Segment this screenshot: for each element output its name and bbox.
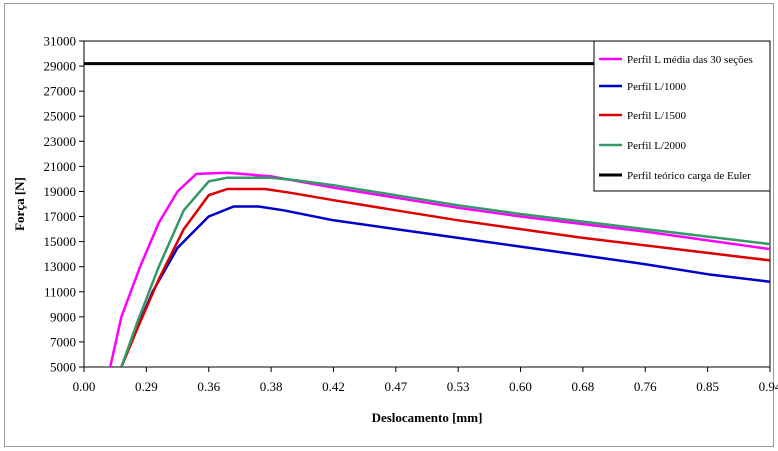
x-tick-label: 0.68 [572,379,595,394]
y-tick-label: 19000 [44,184,77,199]
y-tick-label: 9000 [50,309,76,324]
y-tick-label: 11000 [44,284,76,299]
y-tick-label: 13000 [44,259,77,274]
y-tick-label: 15000 [44,234,77,249]
y-tick-label: 17000 [44,209,77,224]
legend-label-0: Perfil L média das 30 seções [627,54,753,66]
x-tick-label: 0.53 [447,379,470,394]
legend-box [593,40,771,192]
y-axis-title: Força [N] [12,177,27,231]
y-tick-label: 21000 [44,159,77,174]
x-axis: 0.00 0.29 0.36 0.38 0.42 0.47 0.53 0.60 0.68 0.76… [73,367,778,394]
y-tick-label: 29000 [44,59,77,74]
y-axis: 31000 29000 27000 25000 23000 21000 19000 17000… [44,34,84,375]
x-tick-label: 0.29 [135,379,158,394]
series-line-2 [120,187,770,367]
y-tick-label: 23000 [44,134,77,149]
series-line-1 [120,205,770,367]
y-tick-label: 31000 [44,34,77,49]
x-tick-label: 0.94 [759,379,778,394]
series-line-0 [108,171,770,367]
x-tick-label: 0.60 [509,379,532,394]
series-line-3 [120,176,770,367]
y-tick-label: 25000 [44,109,77,124]
x-tick-label: 0.76 [634,379,657,394]
x-tick-label: 0.42 [322,379,345,394]
legend: Perfil L média das 30 seções Perfil L/100… [593,40,771,192]
legend-label-4: Perfil teórico carga de Euler [627,170,751,182]
legend-label-1: Perfil L/1000 [627,81,686,93]
y-tick-label: 7000 [50,334,76,349]
y-tick-label: 27000 [44,84,77,99]
legend-label-2: Perfil L/1500 [627,110,686,122]
x-tick-label: 0.47 [384,379,407,394]
x-tick-label: 0.36 [197,379,220,394]
x-axis-title: Deslocamento [mm] [372,410,483,425]
x-tick-label: 0.85 [696,379,719,394]
x-tick-label: 0.00 [73,379,96,394]
legend-label-3: Perfil L/2000 [627,140,686,152]
x-tick-label: 0.38 [260,379,283,394]
y-tick-label: 5000 [50,360,76,375]
